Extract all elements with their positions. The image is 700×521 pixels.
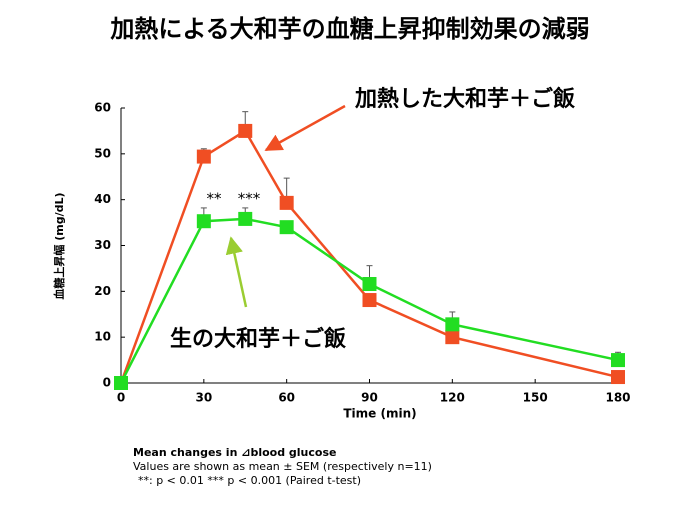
data-point [362,277,377,291]
series-label: 加熱した大和芋＋ご飯 [354,86,575,112]
y-tick-label: 10 [94,330,111,344]
data-point [611,370,625,385]
data-point [114,376,128,390]
data-point [279,220,294,235]
x-tick-label: 0 [117,391,125,405]
data-point [362,293,377,308]
data-point [238,123,253,138]
data-point [611,353,625,368]
x-axis-label: Time (min) [343,407,416,421]
data-point [445,330,460,345]
y-tick-label: 40 [94,192,111,206]
data-point [279,195,294,210]
chart-title: 加熱による大和芋の血糖上昇抑制効果の減弱 [110,15,589,43]
note: Mean changes in ⊿blood glucose [133,446,336,459]
y-tick-label: 60 [94,101,111,115]
x-tick-label: 150 [523,391,548,405]
y-tick-label: 20 [94,284,111,298]
data-point [196,214,211,229]
x-tick-label: 90 [361,391,378,405]
data-point [196,149,211,164]
data-point [445,317,460,332]
x-tick-label: 60 [278,391,295,405]
y-axis-label: 血糖上昇幅 (mg/dL) [52,192,66,299]
y-tick-label: 0 [103,376,111,390]
arrow [264,104,346,152]
x-tick-label: 30 [195,391,212,405]
series-label: 生の大和芋＋ご飯 [170,326,346,352]
annotation: *** [238,190,261,208]
annotation: ** [207,190,223,208]
arrow [225,236,248,308]
data-point [238,211,253,226]
note: Values are shown as mean ± SEM (respecti… [133,460,432,473]
y-tick-label: 50 [94,146,111,160]
note: **: p < 0.01 *** p < 0.001 (Paired t-tes… [138,474,361,487]
y-tick-label: 30 [94,238,111,252]
x-tick-label: 180 [605,391,630,405]
x-tick-label: 120 [440,391,465,405]
